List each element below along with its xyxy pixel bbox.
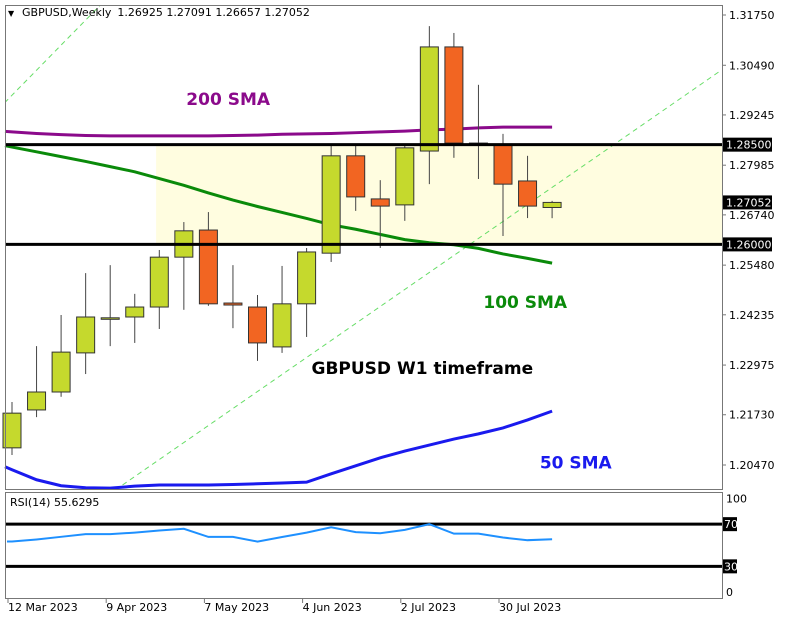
y-tick-label: 1.21730 (729, 409, 775, 422)
bull-candle (321, 155, 341, 254)
rsi-tick-label: 100 (726, 493, 747, 506)
bear-candle (370, 198, 390, 207)
bull-candle (51, 351, 71, 393)
bull-candle (2, 412, 22, 449)
rsi-level-label: 30 (724, 560, 738, 573)
bear-candle (223, 302, 243, 306)
x-tick-label: 2 Jul 2023 (401, 601, 456, 614)
chart-title: GBPUSD,Weekly 1.26925 1.27091 1.26657 1.2… (22, 6, 310, 19)
level-price-tag (722, 137, 772, 152)
symbol-dropdown-icon[interactable]: ▼ (8, 9, 15, 18)
bull-candle (125, 306, 145, 318)
current-price-tag (722, 195, 772, 210)
rsi-level-label: 70 (724, 518, 738, 531)
bear-candle (518, 180, 538, 207)
y-tick-label: 1.31750 (729, 9, 775, 22)
bull-candle (542, 201, 562, 208)
annotation-label: 100 SMA (483, 293, 568, 313)
bear-candle (346, 155, 366, 198)
y-tick-label: 1.26740 (729, 209, 775, 222)
bull-candle (76, 316, 96, 354)
bear-candle (198, 229, 218, 305)
y-tick-label: 1.24235 (729, 309, 775, 322)
bull-candle (149, 256, 169, 308)
rsi-level-tag (722, 517, 737, 532)
bear-candle (444, 46, 464, 144)
bear-candle (248, 306, 267, 344)
x-tick-label: 9 Apr 2023 (106, 601, 167, 614)
bull-candle (297, 251, 317, 305)
y-tick-label: 1.25480 (729, 259, 775, 272)
y-tick-label: 1.20470 (729, 459, 775, 472)
sma200-line (4, 125, 553, 138)
rsi-panel-frame (5, 492, 723, 599)
x-tick-label: 4 Jun 2023 (303, 601, 362, 614)
bull-candle (395, 147, 415, 206)
current-price-label: 1.27052 (726, 196, 772, 209)
bear-candle (493, 144, 513, 185)
rsi-tick-label: 0 (726, 586, 733, 599)
main-panel-frame (5, 5, 723, 490)
annotation-label: 200 SMA (186, 90, 271, 110)
x-tick-label: 30 Jul 2023 (499, 601, 561, 614)
annotation-label: 50 SMA (540, 454, 613, 474)
y-tick-label: 1.22975 (729, 359, 775, 372)
trendline-0 (6, 6, 101, 103)
support-resistance-zone (156, 144, 722, 245)
level-price-tag (722, 237, 772, 252)
bull-candle (27, 391, 47, 411)
rsi-level-tag (722, 559, 737, 574)
y-tick-label: 1.30490 (729, 59, 775, 72)
annotation-label: GBPUSD W1 timeframe (312, 359, 534, 379)
rsi-line (7, 523, 553, 543)
y-tick-label: 1.29245 (729, 109, 775, 122)
trendline-1 (115, 69, 722, 489)
x-tick-label: 12 Mar 2023 (8, 601, 78, 614)
bull-candle (100, 317, 120, 320)
sma50-line (4, 409, 553, 490)
y-tick-label: 1.27985 (729, 159, 775, 172)
bull-candle (272, 303, 292, 348)
level-price-label: 1.26000 (726, 238, 772, 251)
bull-candle (419, 46, 439, 152)
x-tick-label: 7 May 2023 (204, 601, 269, 614)
rsi-label: RSI(14) 55.6295 (10, 496, 99, 509)
level-price-label: 1.28500 (726, 139, 772, 152)
